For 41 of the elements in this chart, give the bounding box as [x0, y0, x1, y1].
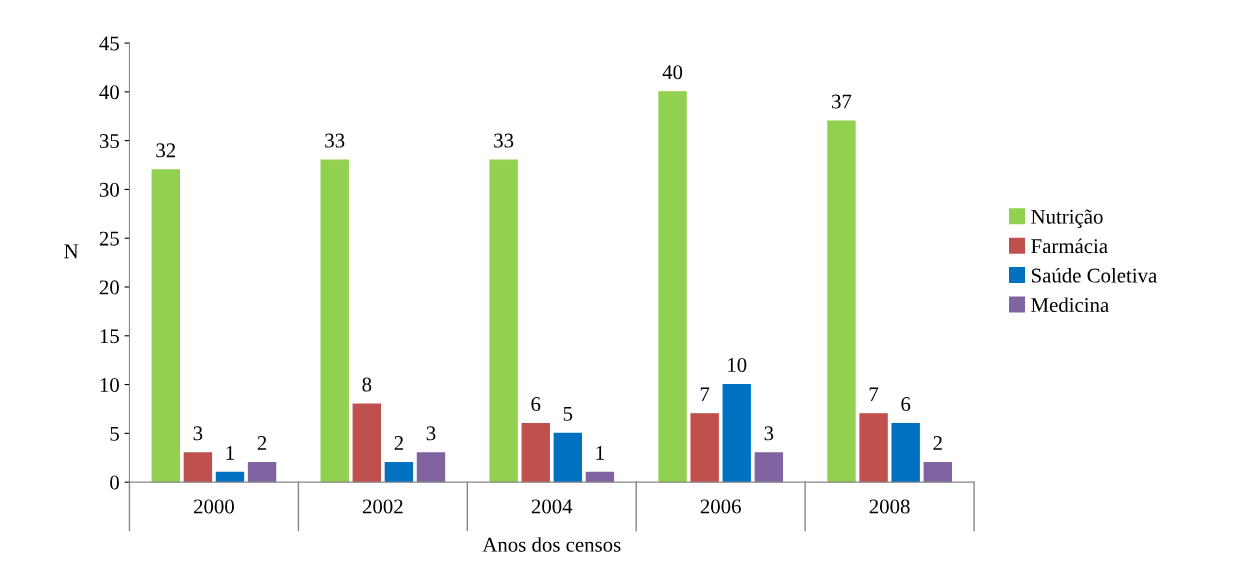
data-label: 10 [728, 357, 747, 373]
data-label: 7 [700, 387, 710, 402]
y-tick-label: 45 [99, 36, 119, 51]
data-label: 3 [764, 426, 774, 441]
y-tick-label: 30 [99, 182, 119, 197]
data-label: 40 [662, 65, 683, 80]
x-tick-label: 2008 [869, 499, 910, 514]
data-label: 1 [226, 445, 234, 460]
y-tick-label: 0 [110, 475, 119, 490]
x-tick-label: 2000 [194, 499, 234, 514]
x-tick-label: 2004 [531, 499, 573, 514]
data-label: 33 [494, 133, 514, 148]
y-axis-title: N [64, 244, 79, 259]
x-axis-title: Anos dos censos [482, 537, 621, 552]
y-tick-label: 15 [100, 329, 119, 344]
data-label: 6 [531, 397, 541, 412]
data-label: 33 [325, 133, 345, 148]
data-label: 3 [193, 426, 203, 441]
y-tick-label: 25 [99, 231, 119, 246]
y-tick-label: 40 [99, 85, 119, 100]
data-label: 6 [901, 397, 911, 412]
data-label: 2 [933, 436, 942, 450]
y-tick-label: 20 [99, 280, 119, 295]
y-tick-label: 10 [100, 377, 119, 393]
data-label: 32 [156, 143, 176, 158]
data-label: 7 [869, 387, 879, 402]
y-tick-label: 35 [99, 134, 119, 149]
data-label: 1 [596, 445, 604, 460]
data-label: 2 [394, 436, 403, 450]
data-label: 37 [832, 94, 852, 109]
data-label: 3 [426, 426, 436, 441]
data-label: 2 [257, 436, 267, 450]
x-tick-label: 2002 [362, 499, 403, 514]
legend-label: Saúde Coletiva [1031, 267, 1157, 283]
y-tick-label: 5 [110, 426, 119, 441]
legend-label: Medicina [1031, 297, 1109, 313]
legend-label: Farmácia [1031, 238, 1108, 254]
data-label: 5 [563, 406, 573, 421]
x-tick-label: 2006 [700, 499, 741, 514]
legend-label: Nutrição [1031, 209, 1103, 228]
data-label: 8 [362, 377, 372, 392]
